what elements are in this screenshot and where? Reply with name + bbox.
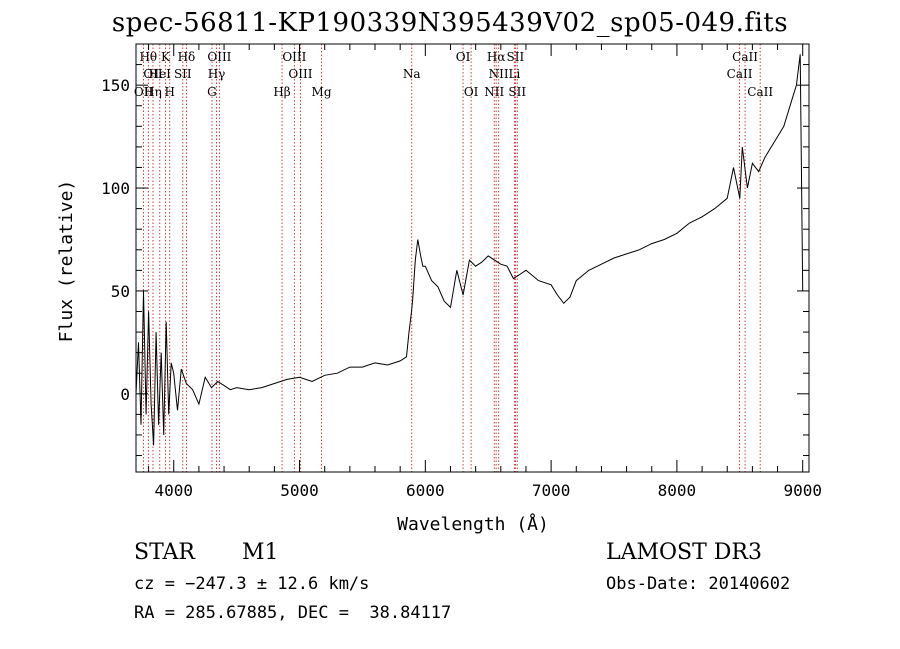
line-label-upper-2: HeI bbox=[149, 67, 172, 81]
x-tick-label: 9000 bbox=[783, 481, 822, 500]
line-label-lower-9: CaII bbox=[747, 85, 773, 99]
line-label-lower-8: SII bbox=[508, 85, 526, 99]
y-axis-label: Flux (relative) bbox=[56, 180, 77, 343]
line-label-upper-14: SII bbox=[507, 50, 525, 64]
line-label-lower-4: Hβ bbox=[273, 85, 290, 99]
ra-dec: RA = 285.67885, DEC = 38.84117 bbox=[134, 603, 452, 623]
x-tick-label: 7000 bbox=[532, 481, 571, 500]
chart-title: spec-56811-KP190339N395439V02_sp05-049.f… bbox=[111, 8, 789, 38]
line-label-upper-3: K bbox=[161, 50, 171, 64]
object-class: STAR bbox=[134, 540, 195, 565]
y-tick-label: 50 bbox=[111, 282, 130, 301]
line-label-lower-0: OII bbox=[134, 85, 154, 99]
line-label-upper-0: Hθ bbox=[139, 50, 157, 64]
line-label-lower-2: H bbox=[164, 85, 174, 99]
line-label-upper-13: NII bbox=[489, 67, 509, 81]
y-tick-label: 0 bbox=[120, 385, 130, 404]
line-label-upper-10: Na bbox=[403, 67, 421, 81]
line-label-upper-16: CaII bbox=[732, 50, 758, 64]
axis-ticks: 4000 5000 6000 7000 8000 9000 0 50 100 150 bbox=[101, 44, 822, 500]
redshift-cz: cz = −247.3 ± 12.6 km/s bbox=[134, 574, 370, 594]
x-tick-label: 4000 bbox=[154, 481, 193, 500]
line-label-upper-15: Li bbox=[508, 67, 520, 81]
line-label-lower-7: NII bbox=[484, 85, 504, 99]
spectrum-series bbox=[135, 54, 804, 446]
line-label-upper-8: OIII bbox=[282, 50, 306, 64]
x-tick-label: 5000 bbox=[280, 481, 319, 500]
line-label-upper-11: OI bbox=[456, 50, 471, 64]
line-label-upper-6: OIII bbox=[207, 50, 231, 64]
line-label-upper-12: Hα bbox=[487, 50, 506, 64]
line-label-upper-4: Hδ bbox=[178, 50, 196, 64]
line-label-lower-3: G bbox=[207, 85, 217, 99]
y-tick-label: 150 bbox=[101, 76, 130, 95]
spectrum-line bbox=[135, 54, 804, 446]
emission-line-markers bbox=[143, 44, 761, 472]
line-label-upper-9: OIII bbox=[288, 67, 312, 81]
observation-date: Obs-Date: 20140602 bbox=[606, 574, 791, 594]
x-tick-label: 8000 bbox=[658, 481, 697, 500]
line-label-upper-7: Hγ bbox=[208, 67, 226, 81]
x-axis-label: Wavelength (Å) bbox=[397, 513, 549, 535]
line-label-lower-1: Hη bbox=[144, 85, 162, 99]
x-tick-label: 6000 bbox=[406, 481, 445, 500]
line-label-upper-1: OII bbox=[143, 67, 163, 81]
line-label-lower-6: OI bbox=[464, 85, 479, 99]
line-label-upper-5: SII bbox=[174, 67, 192, 81]
line-label-lower-5: Mg bbox=[312, 85, 332, 99]
y-tick-label: 100 bbox=[101, 179, 130, 198]
line-label-upper-17: CaII bbox=[727, 67, 753, 81]
object-subclass: M1 bbox=[242, 540, 279, 565]
survey-name: LAMOST DR3 bbox=[606, 540, 762, 565]
plot-frame bbox=[135, 43, 810, 473]
